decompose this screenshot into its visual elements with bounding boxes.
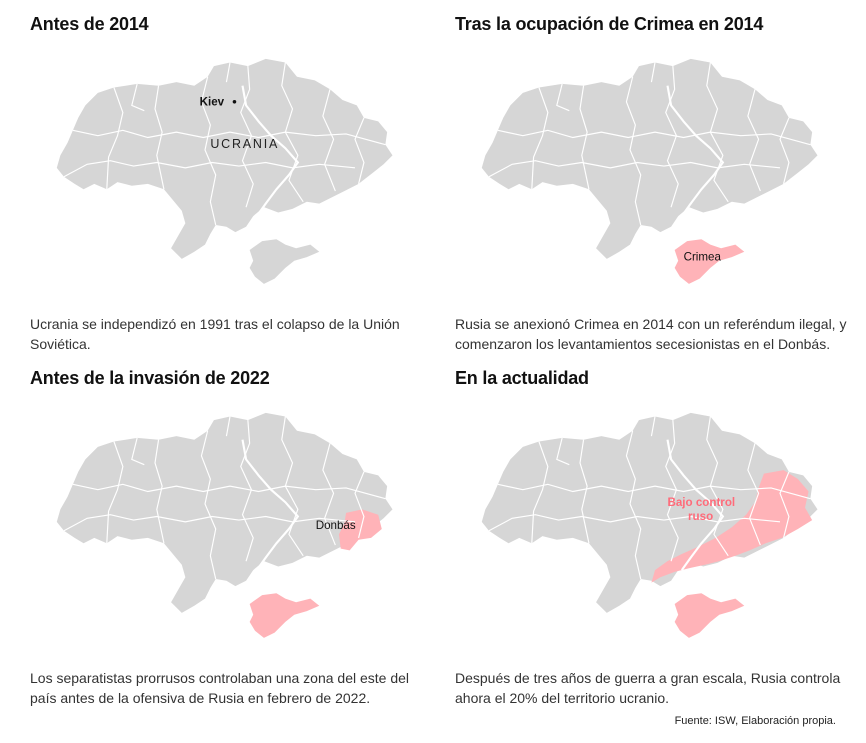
ukraine-mainland — [481, 58, 818, 259]
panel-title: Antes de 2014 — [30, 14, 149, 34]
panel-caption: Rusia se anexionó Crimea en 2014 con un … — [455, 316, 847, 352]
controlled-label-line1: Bajo control — [668, 496, 736, 509]
kiev-marker — [232, 100, 237, 104]
russian-controlled-territory — [651, 470, 813, 583]
ukraine-map: Crimea — [481, 58, 818, 284]
ukraine-map: Donbás — [56, 412, 393, 638]
kiev-label: Kiev — [200, 95, 225, 108]
panel-title: Tras la ocupación de Crimea en 2014 — [455, 14, 764, 34]
donbas-label: Donbás — [316, 519, 356, 532]
ukraine-map: Kiev UCRANIA — [56, 58, 393, 284]
crimea-label: Crimea — [684, 251, 722, 264]
crimea-region — [249, 239, 320, 284]
panel-title: En la actualidad — [455, 368, 589, 388]
country-label: UCRANIA — [210, 137, 279, 151]
crimea-occupied — [674, 593, 745, 638]
panel-caption: Ucrania se independizó en 1991 tras el c… — [30, 316, 400, 352]
ukraine-mainland — [56, 58, 393, 259]
ukraine-mainland — [56, 412, 393, 613]
controlled-label-line2: ruso — [688, 510, 713, 523]
crimea-occupied — [249, 593, 320, 638]
source-note: Fuente: ISW, Elaboración propia. — [674, 715, 836, 727]
panel-caption: Los separatistas prorrusos controlaban u… — [30, 670, 410, 706]
ukraine-map: Bajo control ruso — [481, 412, 818, 638]
panel-title: Antes de la invasión de 2022 — [30, 368, 270, 388]
panel-caption: Después de tres años de guerra a gran es… — [455, 670, 841, 706]
